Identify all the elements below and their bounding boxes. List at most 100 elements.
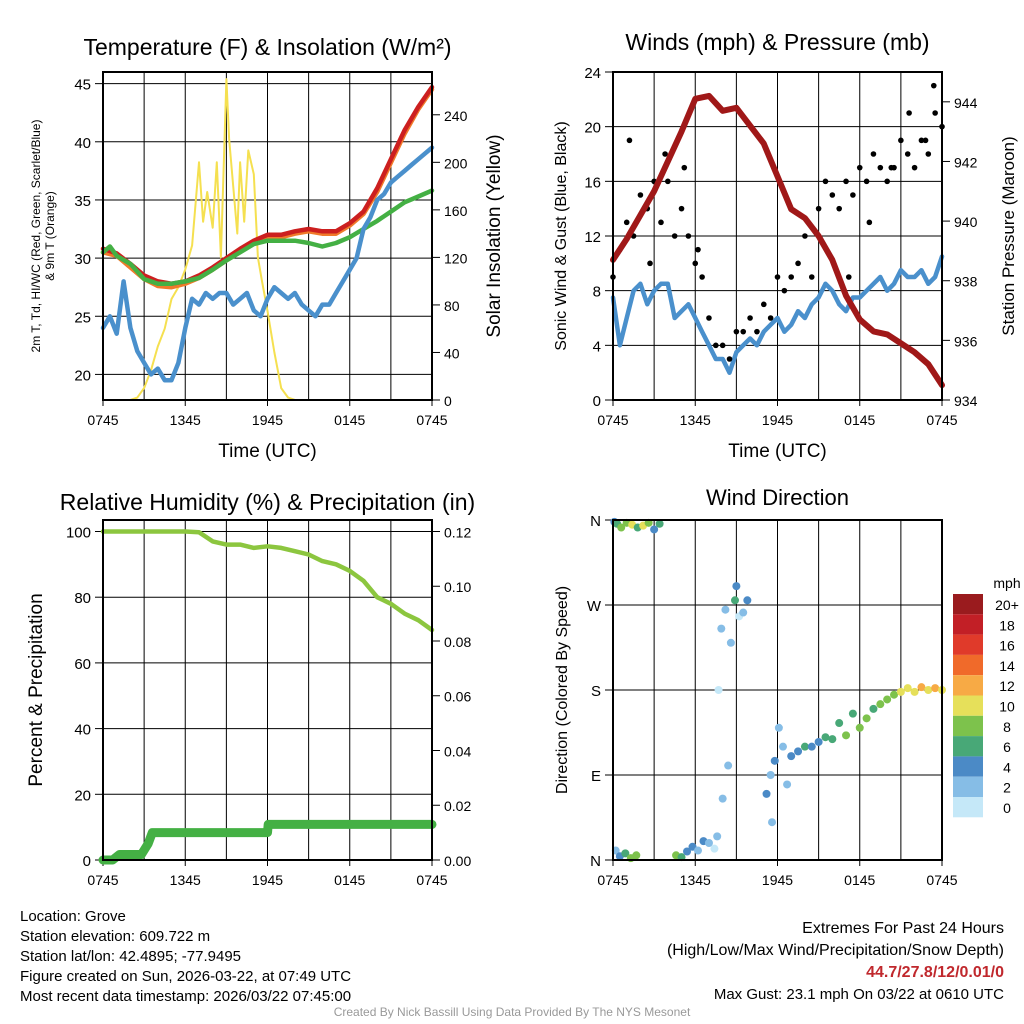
gust-point — [930, 82, 937, 89]
legend-label: 16 — [999, 638, 1015, 654]
y2-tick-label: 0.12 — [444, 524, 471, 540]
credit-text: Created By Nick Bassill Using Data Provi… — [333, 1005, 691, 1019]
legend-label: 8 — [1003, 719, 1011, 735]
gust-point — [863, 178, 870, 185]
gust-point — [671, 233, 678, 239]
direction-point — [762, 789, 771, 798]
series-relative-humidity — [100, 529, 435, 633]
gust-point — [740, 328, 747, 335]
x-tick-label: 1945 — [252, 872, 283, 888]
legend-swatch — [953, 776, 983, 797]
legend-swatch — [953, 614, 983, 635]
series-hi-wc — [100, 145, 435, 383]
y2-tick-label: 0.02 — [444, 798, 471, 814]
gust-point — [733, 328, 740, 335]
gust-point — [802, 233, 808, 239]
y-tick-label: 25 — [74, 309, 91, 326]
extremes-values: 44.7/27.8/12/0.01/0 — [866, 964, 1004, 981]
direction-point — [655, 519, 664, 528]
direction-point — [814, 737, 823, 746]
series-sonic-wind — [610, 254, 945, 375]
gust-point — [774, 274, 781, 280]
legend-label: 4 — [1003, 759, 1011, 775]
direction-point — [731, 596, 740, 605]
recent-text: Most recent data timestamp: 2026/03/22 0… — [20, 988, 352, 1005]
gust-point — [699, 274, 705, 280]
legend-label: 12 — [999, 678, 1015, 694]
y2-tick-label: 942 — [954, 154, 978, 170]
series-solar-insolation — [102, 78, 433, 401]
gust-point — [623, 219, 630, 226]
plot-frame — [612, 519, 943, 861]
extremes-subtitle: (High/Low/Max Wind/Precipitation/Snow De… — [666, 942, 1004, 959]
x-tick-label: 0745 — [416, 872, 447, 888]
legend-swatch — [953, 756, 983, 777]
direction-point — [835, 719, 844, 728]
y-tick-label: 8 — [593, 284, 601, 301]
gust-point — [713, 342, 719, 349]
direction-point — [783, 780, 792, 789]
legend-swatch — [953, 675, 983, 696]
y2-tick-label: 160 — [444, 203, 468, 219]
direction-point — [883, 695, 892, 704]
x-tick-label: 0745 — [87, 872, 118, 888]
elevation-text: Station elevation: 609.722 m — [20, 928, 211, 945]
direction-point — [717, 624, 726, 633]
chart-title: Wind Direction — [706, 485, 849, 510]
chart-title: Relative Humidity (%) & Precipitation (i… — [60, 489, 475, 515]
gust-point — [781, 287, 788, 294]
direction-point — [896, 687, 905, 696]
gust-point — [911, 164, 918, 171]
x-tick-label: 0745 — [597, 412, 628, 428]
y-axis-label: Direction (Colored By Speed) — [554, 586, 571, 794]
y-tick-label: 0 — [83, 853, 91, 870]
gust-point — [829, 192, 836, 198]
y-axis-label: Sonic Wind & Gust (Blue, Black) — [553, 121, 570, 350]
gust-point — [843, 178, 849, 185]
y2-tick-label: 0.06 — [444, 689, 471, 705]
direction-point — [828, 735, 837, 744]
extremes-title: Extremes For Past 24 Hours — [802, 920, 1004, 937]
legend-swatch — [953, 695, 983, 716]
x-tick-label: 0145 — [844, 872, 875, 888]
direction-point — [724, 761, 733, 770]
y-tick-label: 24 — [584, 65, 601, 82]
direction-point — [931, 684, 940, 693]
x-axis-label: Time (UTC) — [218, 441, 317, 462]
y2-tick-label: 200 — [444, 155, 468, 171]
y-tick-label: 20 — [74, 787, 91, 804]
direction-point — [807, 742, 816, 751]
gust-point — [925, 151, 932, 157]
x-tick-label: 1345 — [680, 872, 711, 888]
legend-swatch — [953, 736, 983, 757]
y-tick-label: 20 — [584, 120, 601, 137]
direction-point — [743, 596, 752, 605]
gust-point — [836, 205, 842, 212]
x-tick-label: 0745 — [926, 412, 957, 428]
direction-point — [718, 794, 727, 803]
y2-tick-label: 120 — [444, 250, 468, 266]
direction-point — [721, 605, 730, 614]
y-tick-label: 20 — [74, 367, 91, 384]
y-tick-label: 4 — [593, 338, 601, 355]
gust-point — [726, 356, 733, 362]
x-axis-label: Time (UTC) — [728, 441, 827, 462]
series-precipitation — [98, 819, 437, 865]
gust-point — [658, 219, 664, 226]
gust-point — [662, 151, 668, 157]
legend-label: 0 — [1003, 800, 1011, 816]
y2-tick-label: 0 — [444, 393, 452, 409]
gust-point — [626, 137, 633, 144]
legend-swatch — [953, 594, 983, 615]
direction-point — [770, 756, 779, 765]
y-axis-label-2: & 9m T (Orange) — [43, 191, 57, 281]
x-tick-label: 0145 — [844, 412, 875, 428]
direction-point — [924, 686, 933, 694]
gust-point — [850, 192, 856, 198]
y2-tick-label: 936 — [954, 333, 978, 349]
x-tick-label: 1945 — [762, 872, 793, 888]
gust-point — [866, 219, 873, 226]
y2-tick-label: 944 — [954, 95, 978, 111]
